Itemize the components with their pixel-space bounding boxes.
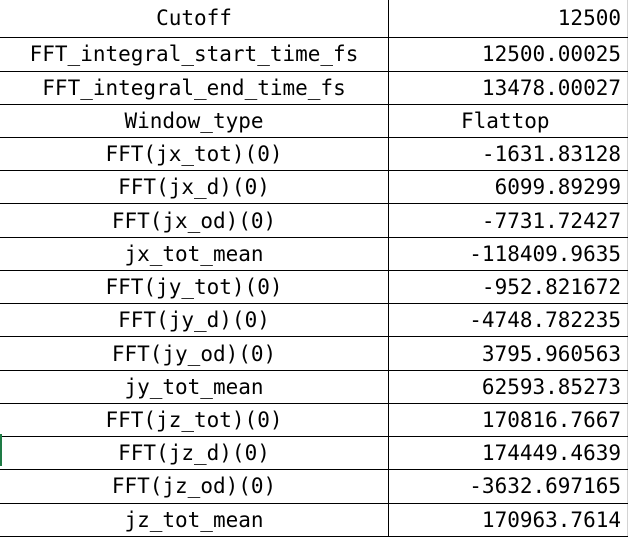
cell-label[interactable]: FFT_integral_start_time_fs [0, 37, 389, 72]
cell-value[interactable]: -3632.697165 [388, 469, 628, 504]
cell-value[interactable]: -1631.83128 [388, 137, 628, 172]
table-row: FFT_integral_start_time_fs 12500.00025 [0, 37, 628, 72]
cell-label[interactable]: FFT(jy_d)(0) [0, 303, 389, 338]
cell-label[interactable]: jz_tot_mean [0, 503, 389, 537]
cell-label[interactable]: FFT(jz_od)(0) [0, 469, 389, 504]
table-row: FFT(jy_od)(0) 3795.960563 [0, 336, 628, 371]
table-row: Cutoff 12500 [0, 0, 628, 39]
table-row: FFT(jz_tot)(0) 170816.7667 [0, 403, 628, 438]
cell-value[interactable]: 3795.960563 [388, 336, 628, 371]
cell-label[interactable]: FFT(jz_d)(0) [0, 436, 389, 471]
table-row: jx_tot_mean -118409.9635 [0, 237, 628, 271]
cell-label[interactable]: FFT(jy_tot)(0) [0, 270, 389, 305]
table-row: jz_tot_mean 170963.7614 [0, 503, 628, 537]
cell-value[interactable]: 170963.7614 [388, 503, 628, 537]
cell-label[interactable]: FFT(jz_tot)(0) [0, 403, 389, 438]
table-row: jy_tot_mean 62593.85273 [0, 370, 628, 404]
cell-value[interactable]: 170816.7667 [388, 403, 628, 438]
table-row: FFT(jz_od)(0) -3632.697165 [0, 469, 628, 504]
cell-label[interactable]: FFT(jx_tot)(0) [0, 137, 389, 172]
cell-label[interactable]: Window_type [0, 104, 389, 138]
cell-label[interactable]: FFT(jy_od)(0) [0, 336, 389, 371]
cell-value[interactable]: 12500.00025 [388, 37, 628, 72]
cell-value[interactable]: -7731.72427 [388, 203, 628, 238]
cell-value[interactable]: 174449.4639 [388, 436, 628, 471]
cell-value[interactable]: -952.821672 [388, 270, 628, 305]
cell-label[interactable]: jx_tot_mean [0, 237, 389, 271]
active-row-marker [0, 434, 2, 466]
cell-label[interactable]: jy_tot_mean [0, 370, 389, 404]
cell-value[interactable]: -4748.782235 [388, 303, 628, 338]
table-row: FFT(jx_d)(0) 6099.89299 [0, 170, 628, 205]
cell-label[interactable]: FFT(jx_od)(0) [0, 203, 389, 238]
table-row: FFT(jz_d)(0) 174449.4639 [0, 436, 628, 471]
cell-value[interactable]: -118409.9635 [388, 237, 628, 271]
cell-value[interactable]: 13478.00027 [388, 71, 628, 105]
cell-value[interactable]: 62593.85273 [388, 370, 628, 404]
cell-value[interactable]: Flattop [388, 104, 628, 138]
table-row: FFT(jx_od)(0) -7731.72427 [0, 203, 628, 238]
table-row: FFT(jy_d)(0) -4748.782235 [0, 303, 628, 338]
cell-label[interactable]: FFT_integral_end_time_fs [0, 71, 389, 105]
table-row: FFT_integral_end_time_fs 13478.00027 [0, 71, 628, 105]
cell-label[interactable]: Cutoff [0, 0, 389, 39]
cell-label[interactable]: FFT(jx_d)(0) [0, 170, 389, 205]
table-row: Window_type Flattop [0, 104, 628, 138]
cell-value[interactable]: 6099.89299 [388, 170, 628, 205]
table-row: FFT(jy_tot)(0) -952.821672 [0, 270, 628, 305]
cell-value[interactable]: 12500 [388, 0, 628, 39]
table-row: FFT(jx_tot)(0) -1631.83128 [0, 137, 628, 172]
